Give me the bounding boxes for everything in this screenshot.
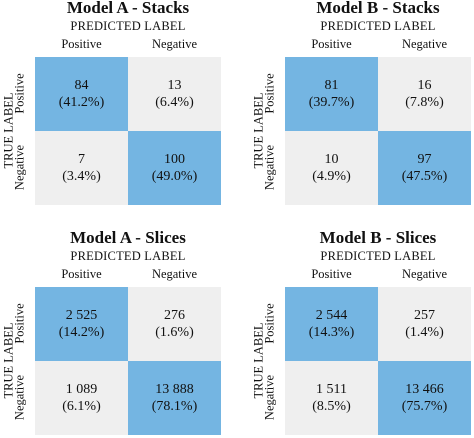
row-header-positive: Positive xyxy=(12,303,27,344)
cell-percent: (78.1%) xyxy=(151,399,198,414)
cell-count: 84 xyxy=(74,78,89,93)
cell-count: 276 xyxy=(164,308,185,323)
cell-count: 1 089 xyxy=(65,382,98,397)
column-header-negative: Negative xyxy=(401,267,448,281)
chart-title: Model A - Slices xyxy=(70,228,186,247)
cell-count: 10 xyxy=(324,152,339,167)
cell-percent: (6.1%) xyxy=(62,399,101,414)
column-header-negative: Negative xyxy=(151,37,198,51)
matrix-cell: 2 544 (14.3%) xyxy=(285,287,378,361)
row-header-negative: Negative xyxy=(262,144,277,191)
cell-count: 81 xyxy=(324,78,339,93)
cell-count: 1 511 xyxy=(316,382,347,397)
cell-percent: (49.0%) xyxy=(151,169,198,184)
column-header-positive: Positive xyxy=(61,37,102,51)
cell-count: 13 888 xyxy=(155,382,194,397)
matrix-cell: 1 511 (8.5%) xyxy=(285,361,378,435)
x-axis-label: PREDICTED LABEL xyxy=(70,249,186,263)
row-header-positive: Positive xyxy=(12,73,27,114)
row-header-positive: Positive xyxy=(262,303,277,344)
cell-percent: (47.5%) xyxy=(401,169,448,184)
cell-count: 13 xyxy=(167,78,182,93)
cell-percent: (39.7%) xyxy=(308,95,355,110)
column-header-positive: Positive xyxy=(311,37,352,51)
matrix-panel: Model B - Slices PREDICTED LABEL Positive N… xyxy=(250,228,474,438)
matrix-panel: Model A - Slices PREDICTED LABEL Positive N… xyxy=(0,228,224,438)
matrix-cell: 100 (49.0%) xyxy=(128,131,221,205)
column-header-negative: Negative xyxy=(401,37,448,51)
cell-percent: (6.4%) xyxy=(155,95,194,110)
x-axis-label: PREDICTED LABEL xyxy=(70,19,186,33)
chart-title: Model B - Stacks xyxy=(316,0,440,17)
matrix-cell: 81 (39.7%) xyxy=(285,57,378,131)
matrix-panel: Model A - Stacks PREDICTED LABEL Positive N… xyxy=(0,0,224,208)
matrix-cell: 1 089 (6.1%) xyxy=(35,361,128,435)
matrix-cell: 2 525 (14.2%) xyxy=(35,287,128,361)
row-header-negative: Negative xyxy=(12,374,27,421)
row-header-negative: Negative xyxy=(12,144,27,191)
column-header-positive: Positive xyxy=(311,267,352,281)
matrix-cell: 16 (7.8%) xyxy=(378,57,471,131)
row-header-positive: Positive xyxy=(262,73,277,114)
cell-percent: (1.4%) xyxy=(405,325,444,340)
cell-count: 2 544 xyxy=(315,308,348,323)
matrix-cell: 13 888 (78.1%) xyxy=(128,361,221,435)
column-header-positive: Positive xyxy=(61,267,102,281)
cell-percent: (3.4%) xyxy=(62,169,101,184)
matrix-cell: 13 (6.4%) xyxy=(128,57,221,131)
matrix-panel: Model B - Stacks PREDICTED LABEL Positive N… xyxy=(250,0,474,208)
cell-percent: (14.3%) xyxy=(308,325,355,340)
cell-count: 97 xyxy=(417,152,432,167)
cell-percent: (14.2%) xyxy=(58,325,105,340)
cell-percent: (4.9%) xyxy=(312,169,351,184)
matrix-cell: 97 (47.5%) xyxy=(378,131,471,205)
row-header-negative: Negative xyxy=(262,374,277,421)
cell-percent: (41.2%) xyxy=(58,95,105,110)
matrix-cell: 13 466 (75.7%) xyxy=(378,361,471,435)
cell-count: 16 xyxy=(417,78,432,93)
cell-percent: (8.5%) xyxy=(312,399,351,414)
cell-count: 100 xyxy=(164,152,185,167)
x-axis-label: PREDICTED LABEL xyxy=(320,249,436,263)
cell-count: 2 525 xyxy=(65,308,98,323)
cell-percent: (1.6%) xyxy=(155,325,194,340)
chart-title: Model A - Stacks xyxy=(66,0,190,17)
matrix-cell: 7 (3.4%) xyxy=(35,131,128,205)
x-axis-label: PREDICTED LABEL xyxy=(320,19,436,33)
column-header-negative: Negative xyxy=(151,267,198,281)
matrix-cell: 257 (1.4%) xyxy=(378,287,471,361)
matrix-cell: 10 (4.9%) xyxy=(285,131,378,205)
cell-percent: (75.7%) xyxy=(401,399,448,414)
matrix-cell: 276 (1.6%) xyxy=(128,287,221,361)
cell-count: 7 xyxy=(78,152,85,167)
cell-count: 13 466 xyxy=(405,382,444,397)
cell-percent: (7.8%) xyxy=(405,95,444,110)
chart-title: Model B - Slices xyxy=(319,228,437,247)
cell-count: 257 xyxy=(414,308,435,323)
matrix-cell: 84 (41.2%) xyxy=(35,57,128,131)
